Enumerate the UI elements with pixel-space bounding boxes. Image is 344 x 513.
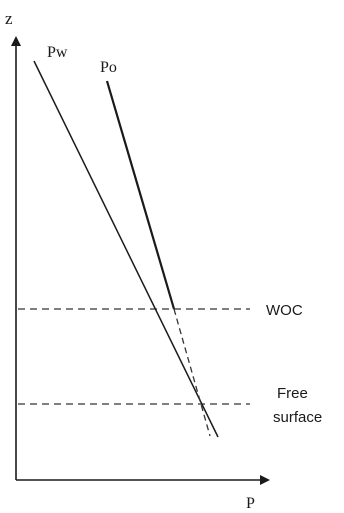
free-surface-label-line1: Free xyxy=(277,385,308,402)
oil-pressure-label: Po xyxy=(100,59,117,76)
water-pressure-line xyxy=(33,60,219,438)
oil-pressure-extension xyxy=(173,308,211,437)
free-surface-label-line2: surface xyxy=(273,409,322,426)
oil-pressure-line xyxy=(105,80,176,310)
p-axis-label: P xyxy=(246,495,255,512)
woc-label: WOC xyxy=(266,302,303,319)
water-pressure-label: Pw xyxy=(47,44,68,61)
z-axis-label: z xyxy=(5,9,13,28)
